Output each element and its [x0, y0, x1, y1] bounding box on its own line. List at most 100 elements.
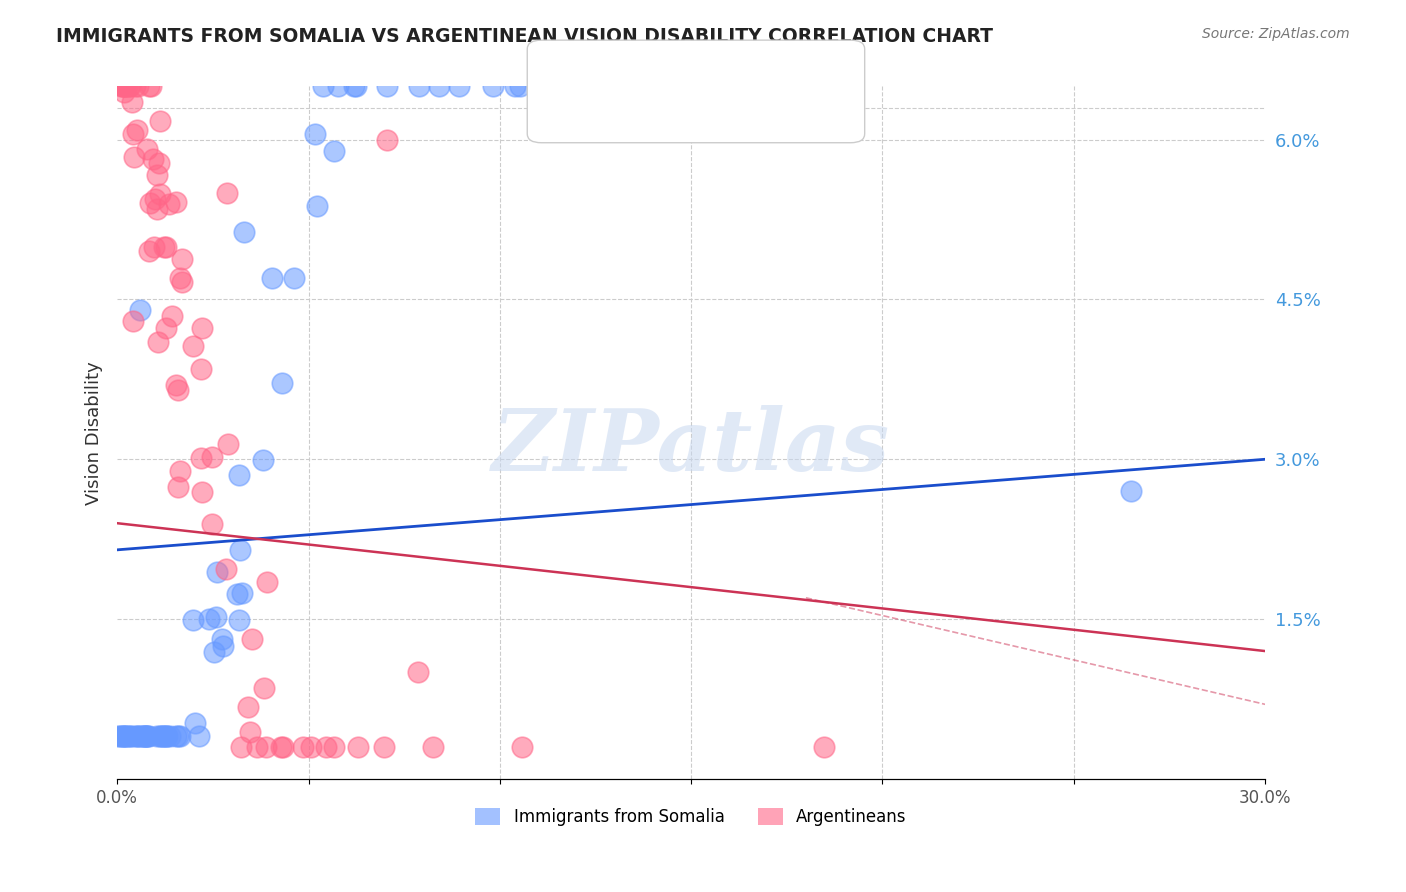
Point — [121, 127, 143, 141]
Point — [190, 451, 212, 466]
Text: R =: R = — [593, 102, 624, 120]
Point — [260, 271, 283, 285]
Point — [346, 79, 368, 94]
Point — [138, 729, 160, 743]
Point — [190, 361, 212, 376]
Text: IMMIGRANTS FROM SOMALIA VS ARGENTINEAN VISION DISABILITY CORRELATION CHART: IMMIGRANTS FROM SOMALIA VS ARGENTINEAN V… — [56, 27, 993, 45]
Point — [238, 699, 260, 714]
Point — [155, 240, 177, 254]
Point — [155, 729, 177, 743]
Point — [148, 156, 170, 170]
Point — [239, 724, 262, 739]
Point — [120, 729, 142, 743]
Point — [124, 729, 146, 743]
Point — [575, 79, 598, 94]
Point — [217, 186, 239, 200]
Point — [228, 614, 250, 628]
Point — [141, 152, 163, 166]
Text: ZIPatlas: ZIPatlas — [492, 405, 890, 488]
Point — [232, 225, 254, 239]
Point — [122, 314, 145, 328]
Point — [141, 79, 163, 94]
Point — [347, 739, 370, 754]
Point — [132, 729, 155, 743]
Point — [170, 252, 193, 267]
Point — [273, 739, 295, 754]
Point — [143, 192, 166, 206]
Point — [124, 79, 146, 94]
Point — [270, 739, 292, 754]
Point — [204, 609, 226, 624]
Point — [122, 150, 145, 164]
Point — [149, 729, 172, 743]
Point — [299, 739, 322, 754]
Point — [191, 485, 214, 500]
Point — [212, 639, 235, 653]
Point — [156, 729, 179, 743]
Point — [118, 79, 141, 94]
Point — [134, 729, 156, 743]
Point — [509, 79, 531, 94]
FancyBboxPatch shape — [544, 96, 588, 126]
Text: N =: N = — [721, 65, 752, 84]
Point — [181, 339, 204, 353]
Point — [205, 566, 228, 580]
Point — [165, 729, 187, 743]
Point — [165, 194, 187, 209]
Point — [202, 645, 225, 659]
Point — [138, 244, 160, 259]
Point — [167, 480, 190, 494]
Point — [253, 681, 276, 695]
Point — [114, 79, 136, 94]
Point — [118, 79, 141, 94]
Point — [813, 739, 835, 754]
Text: 73: 73 — [770, 65, 793, 84]
Text: Source: ZipAtlas.com: Source: ZipAtlas.com — [1202, 27, 1350, 41]
Point — [169, 271, 191, 285]
Point — [228, 467, 250, 482]
Point — [150, 729, 173, 743]
Point — [342, 79, 364, 94]
Point — [107, 729, 129, 743]
Point — [135, 729, 157, 743]
Point — [201, 516, 224, 531]
Point — [112, 85, 135, 99]
Point — [240, 632, 263, 646]
Point — [149, 113, 172, 128]
Point — [510, 739, 533, 754]
Point — [215, 562, 238, 576]
Point — [574, 79, 596, 94]
Text: 0.188: 0.188 — [647, 65, 699, 84]
Text: 74: 74 — [770, 102, 793, 120]
Point — [181, 613, 204, 627]
Point — [256, 574, 278, 589]
Point — [117, 729, 139, 743]
Point — [138, 196, 160, 211]
Point — [118, 729, 141, 743]
Point — [112, 79, 135, 94]
Point — [125, 123, 148, 137]
FancyBboxPatch shape — [544, 60, 588, 89]
Point — [155, 729, 177, 743]
Point — [127, 729, 149, 743]
Point — [165, 378, 187, 392]
Point — [115, 79, 138, 94]
Point — [254, 739, 277, 754]
Point — [226, 587, 249, 601]
Point — [305, 199, 328, 213]
Y-axis label: Vision Disability: Vision Disability — [86, 360, 103, 505]
Point — [184, 716, 207, 731]
Point — [231, 586, 253, 600]
Point — [127, 79, 149, 94]
Legend: Immigrants from Somalia, Argentineans: Immigrants from Somalia, Argentineans — [468, 801, 914, 833]
Point — [155, 320, 177, 334]
Point — [211, 632, 233, 647]
Point — [127, 729, 149, 743]
Point — [111, 729, 134, 743]
Point — [160, 309, 183, 323]
Point — [148, 335, 170, 350]
Point — [246, 739, 269, 754]
Point — [153, 240, 176, 254]
Point — [422, 739, 444, 754]
Point — [373, 739, 395, 754]
